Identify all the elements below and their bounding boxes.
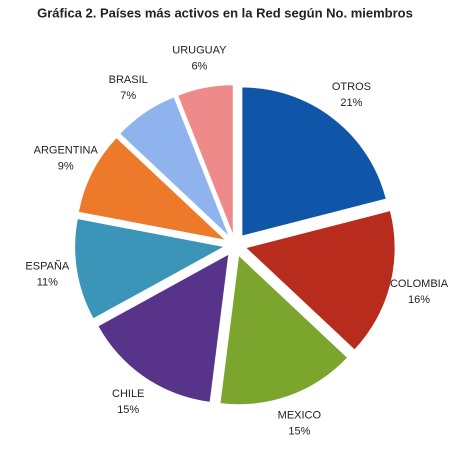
- pie-slice: [246, 211, 395, 350]
- value-label: 6%: [191, 60, 207, 72]
- slice-label: COLOMBIA: [390, 278, 449, 290]
- slice-label: BRASIL: [109, 74, 148, 86]
- pie-slice: [242, 87, 386, 236]
- value-label: 11%: [37, 277, 58, 289]
- pie-slice: [120, 97, 229, 236]
- slice-label: OTROS: [332, 81, 371, 93]
- slice-label: CHILE: [112, 388, 144, 400]
- pie-slice: [78, 138, 225, 240]
- value-label: 7%: [120, 90, 136, 102]
- pie-slice: [75, 219, 224, 319]
- value-label: 21%: [340, 97, 362, 109]
- value-label: 15%: [117, 404, 139, 416]
- slice-label: MEXICO: [278, 410, 322, 422]
- value-label: 15%: [288, 426, 310, 438]
- slice-label: ARGENTINA: [34, 145, 99, 157]
- chart-title: Gráfica 2. Países más activos en la Red …: [37, 5, 413, 20]
- slice-label: URUGUAY: [172, 44, 227, 56]
- pie-slice: [178, 85, 233, 234]
- slice-label: ESPAÑA: [25, 260, 69, 273]
- pie-slice: [98, 254, 229, 402]
- pie-slice: [220, 256, 347, 405]
- value-label: 16%: [408, 294, 430, 306]
- value-label: 9%: [58, 161, 74, 173]
